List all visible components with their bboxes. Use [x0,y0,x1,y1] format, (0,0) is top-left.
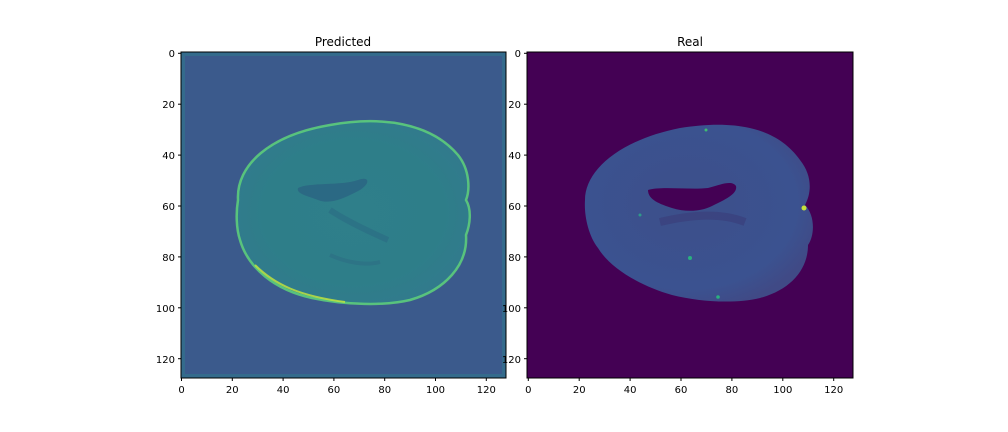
y-tick-label: 0 [515,49,521,60]
y-tick-label: 60 [508,202,521,213]
y-tick-label: 120 [156,355,175,366]
y-tick-label: 80 [508,253,521,264]
x-tick-label: 120 [477,385,496,396]
y-tick-label: 80 [162,253,175,264]
x-tick-label: 20 [226,385,239,396]
x-tick-label: 0 [525,385,531,396]
y-tick-label: 40 [162,151,175,162]
y-tick-label: 120 [502,355,521,366]
x-tick-label: 80 [378,385,391,396]
real-ventricle [648,182,737,211]
x-tick-label: 0 [178,385,184,396]
y-tick-label: 40 [508,151,521,162]
x-tick-label: 100 [426,385,445,396]
x-tick-label: 120 [824,385,843,396]
predicted-brain-region [236,121,470,304]
real-x-axis: 0 20 40 60 80 100 120 [525,378,843,396]
panel-predicted: Predicted 0 20 40 [156,35,507,396]
y-tick-label: 100 [156,304,175,315]
x-tick-label: 40 [624,385,637,396]
y-tick-label: 60 [162,202,175,213]
y-tick-label: 0 [169,49,175,60]
predicted-brain-outline [235,120,471,306]
y-tick-label: 100 [502,304,521,315]
predicted-y-axis: 0 20 40 60 80 100 120 [156,49,181,366]
x-tick-label: 40 [277,385,290,396]
y-tick-label: 20 [162,100,175,111]
x-tick-label: 60 [328,385,341,396]
x-tick-label: 80 [726,385,739,396]
real-y-axis: 0 20 40 60 80 100 120 [502,49,527,366]
predicted-image [181,52,506,378]
panel-real: Real 0 20 40 60 8 [502,35,854,396]
real-image [527,52,853,378]
x-tick-label: 20 [573,385,586,396]
predicted-x-axis: 0 20 40 60 80 100 120 [178,378,496,396]
x-tick-label: 100 [773,385,792,396]
panel-title-real: Real [677,35,703,49]
y-tick-label: 20 [508,100,521,111]
panel-title-predicted: Predicted [315,35,371,49]
x-tick-label: 60 [675,385,688,396]
